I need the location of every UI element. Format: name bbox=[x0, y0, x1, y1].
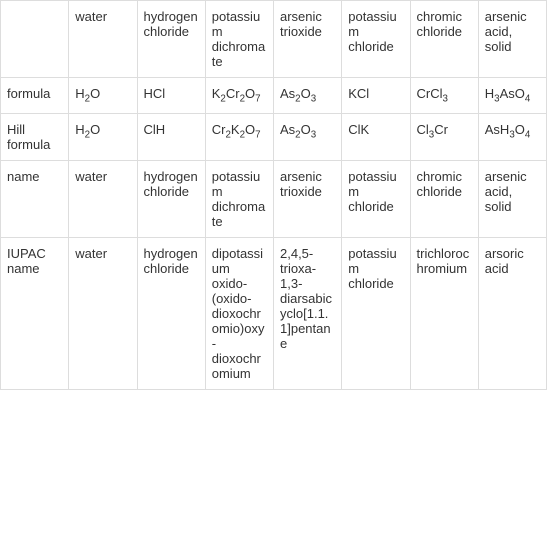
row-label-hill: Hill formula bbox=[1, 113, 69, 160]
cell-hill: Cl3Cr bbox=[410, 113, 478, 160]
cell-hill: Cr2K2O7 bbox=[205, 113, 273, 160]
cell-name: arsenic trioxide bbox=[274, 160, 342, 237]
table-row: formula H2O HCl K2Cr2O7 As2O3 KCl CrCl3 … bbox=[1, 78, 547, 114]
row-label-iupac: IUPAC name bbox=[1, 237, 69, 389]
cell-formula: H2O bbox=[69, 78, 137, 114]
header-kcl: potassium chloride bbox=[342, 1, 410, 78]
table-row: name water hydrogen chloride potassium d… bbox=[1, 160, 547, 237]
cell-formula: H3AsO4 bbox=[478, 78, 546, 114]
cell-iupac: water bbox=[69, 237, 137, 389]
cell-name: potassium dichromate bbox=[205, 160, 273, 237]
header-k2cr2o7: potassium dichromate bbox=[205, 1, 273, 78]
cell-iupac: potassium chloride bbox=[342, 237, 410, 389]
cell-iupac: trichlorochromium bbox=[410, 237, 478, 389]
cell-formula: HCl bbox=[137, 78, 205, 114]
cell-formula: KCl bbox=[342, 78, 410, 114]
cell-hill: AsH3O4 bbox=[478, 113, 546, 160]
chemical-table: water hydrogen chloride potassium dichro… bbox=[0, 0, 547, 390]
row-label-formula: formula bbox=[1, 78, 69, 114]
cell-iupac: 2,4,5-trioxa-1,3-diarsabicyclo[1.1.1]pen… bbox=[274, 237, 342, 389]
cell-name: arsenic acid, solid bbox=[478, 160, 546, 237]
header-row: water hydrogen chloride potassium dichro… bbox=[1, 1, 547, 78]
cell-name: chromic chloride bbox=[410, 160, 478, 237]
header-h3aso4: arsenic acid, solid bbox=[478, 1, 546, 78]
header-blank bbox=[1, 1, 69, 78]
row-label-name: name bbox=[1, 160, 69, 237]
cell-hill: ClH bbox=[137, 113, 205, 160]
header-crcl3: chromic chloride bbox=[410, 1, 478, 78]
cell-iupac: arsoric acid bbox=[478, 237, 546, 389]
cell-name: water bbox=[69, 160, 137, 237]
cell-formula: CrCl3 bbox=[410, 78, 478, 114]
header-as2o3: arsenic trioxide bbox=[274, 1, 342, 78]
cell-formula: As2O3 bbox=[274, 78, 342, 114]
cell-name: potassium chloride bbox=[342, 160, 410, 237]
header-hcl: hydrogen chloride bbox=[137, 1, 205, 78]
cell-iupac: dipotassium oxido-(oxido-dioxochromio)ox… bbox=[205, 237, 273, 389]
header-water: water bbox=[69, 1, 137, 78]
cell-hill: As2O3 bbox=[274, 113, 342, 160]
table-row: Hill formula H2O ClH Cr2K2O7 As2O3 ClK C… bbox=[1, 113, 547, 160]
cell-hill: H2O bbox=[69, 113, 137, 160]
table-row: IUPAC name water hydrogen chloride dipot… bbox=[1, 237, 547, 389]
cell-name: hydrogen chloride bbox=[137, 160, 205, 237]
cell-formula: K2Cr2O7 bbox=[205, 78, 273, 114]
cell-iupac: hydrogen chloride bbox=[137, 237, 205, 389]
cell-hill: ClK bbox=[342, 113, 410, 160]
